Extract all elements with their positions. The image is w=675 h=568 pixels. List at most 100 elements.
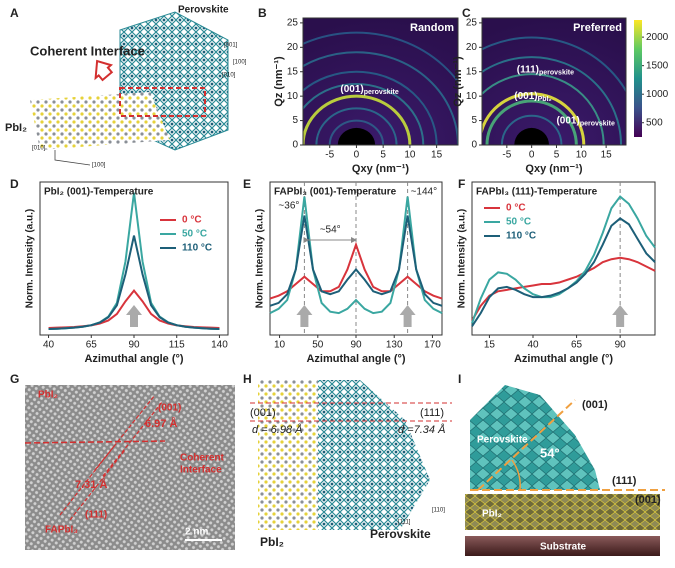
diffraction-ring xyxy=(303,31,458,84)
heatmap-label: Random xyxy=(410,22,454,34)
x-tick-label: 40 xyxy=(43,340,55,351)
x-tick-label: 90 xyxy=(128,340,140,351)
series-line xyxy=(48,235,220,331)
label: (001) xyxy=(158,403,181,414)
label: (111) xyxy=(612,475,637,487)
y-tick-label: 15 xyxy=(287,66,299,77)
pbi2-lattice xyxy=(258,380,320,530)
x-tick-label: 10 xyxy=(274,340,286,351)
colorbar-tick-label: 1500 xyxy=(646,60,669,71)
label: Coherent Interface xyxy=(30,43,145,58)
series-line xyxy=(269,241,443,300)
ring-label: (001)perovskite xyxy=(556,115,614,128)
x-tick-label: 15 xyxy=(601,150,613,161)
interface-box xyxy=(119,87,206,117)
x-tick-label: 15 xyxy=(431,150,443,161)
y-tick-label: 0 xyxy=(292,140,298,151)
panel-label: I xyxy=(458,372,461,386)
y-axis-label: Qz (nm⁻¹) xyxy=(452,56,464,107)
ring-label-sub: PbI₂ xyxy=(538,96,552,103)
x-tick-label: 5 xyxy=(380,150,386,161)
label: (111) xyxy=(420,407,444,419)
diffraction-ring xyxy=(482,36,626,93)
label: PbI₂ xyxy=(5,122,27,134)
annotation: ~36° xyxy=(278,201,299,212)
panel-label: E xyxy=(243,177,251,191)
colorbar-tick-label: 500 xyxy=(646,117,663,128)
label: FAPbI₃ xyxy=(45,525,78,536)
label: d =7.34 Å xyxy=(398,423,445,436)
x-tick-label: 40 xyxy=(527,340,539,351)
diffraction-ring xyxy=(482,56,623,145)
x-tick-label: 0 xyxy=(529,150,535,161)
frame xyxy=(471,181,656,336)
indicator-arrow xyxy=(612,305,629,327)
x-tick-label: 10 xyxy=(576,150,588,161)
colorbar-tick-label: 2000 xyxy=(646,32,669,43)
angle-arc xyxy=(511,459,521,491)
legend-label: 0 °C xyxy=(506,203,526,214)
x-tick-label: 50 xyxy=(312,340,324,351)
x-tick-label: 130 xyxy=(386,340,403,351)
label: (001) xyxy=(635,494,661,506)
legend-label: 0 °C xyxy=(182,215,202,226)
x-axis-label: Azimuthal angle (°) xyxy=(514,353,613,365)
x-axis-label: Azimuthal angle (°) xyxy=(306,353,405,365)
diffraction-ring xyxy=(303,82,425,145)
ring-label-sub: perovskite xyxy=(539,70,574,77)
x-axis-label: Qxy (nm⁻¹) xyxy=(352,163,409,175)
ring-label-main: (001) xyxy=(556,115,579,126)
x-tick-label: 15 xyxy=(484,340,496,351)
chart-title: FAPbI₃ (111)-Temperature xyxy=(476,187,598,198)
colorbar-tick-label: 1000 xyxy=(646,89,669,100)
chart-title: PbI₂ (001)-Temperature xyxy=(44,187,154,198)
x-tick-label: 0 xyxy=(354,150,360,161)
annotation: ~144° xyxy=(411,187,438,198)
colorbar xyxy=(634,20,642,137)
axis-label: [110] xyxy=(432,508,445,514)
x-tick-label: -5 xyxy=(325,150,334,161)
label: Coherent xyxy=(180,453,225,464)
axis-label: [010] xyxy=(32,146,46,152)
legend-label: 50 °C xyxy=(182,229,207,240)
label: 6.97 Å xyxy=(145,417,177,430)
frame xyxy=(481,17,627,146)
chart-title: FAPbI₃ (001)-Temperature xyxy=(274,187,397,198)
x-tick-label: 115 xyxy=(169,340,185,351)
ring-label: (001)perovskite xyxy=(340,83,398,96)
x-tick-label: 65 xyxy=(571,340,583,351)
axis-label: [100] xyxy=(233,60,247,66)
panel-label: H xyxy=(243,372,252,386)
label: (001) xyxy=(582,399,608,411)
axis-label: [010] xyxy=(222,73,236,79)
label: Interface xyxy=(180,465,222,476)
indicator-arrow xyxy=(296,305,313,327)
diffraction-ring xyxy=(315,107,398,145)
diffraction-ring xyxy=(482,73,605,145)
panel-a: A Perovskite Coherent Interface PbI₂ [00… xyxy=(5,5,247,169)
y-axis-label: Norm. Intensity (a.u.) xyxy=(25,209,36,308)
ring-label-main: (001) xyxy=(514,91,537,102)
label: 7.31 Å xyxy=(75,478,107,491)
legend-label: 50 °C xyxy=(506,217,531,228)
y-axis-label: Norm. Intensity (a.u.) xyxy=(457,209,468,308)
y-tick-label: 10 xyxy=(466,91,478,102)
plane-line xyxy=(477,399,576,491)
y-tick-label: 5 xyxy=(292,115,298,126)
label: PbI₂ xyxy=(38,390,58,401)
panel-label: A xyxy=(10,6,19,20)
x-tick-label: 5 xyxy=(554,150,560,161)
indicator-arrow xyxy=(126,305,142,327)
panel-label: D xyxy=(10,177,19,191)
y-tick-label: 25 xyxy=(466,18,478,29)
panel-h: H (001) (111) d = 6.98 Å d =7.34 Å PbI₂ … xyxy=(243,372,452,549)
diffraction-ring xyxy=(303,51,458,145)
label: (111) xyxy=(85,510,107,521)
x-tick-label: 140 xyxy=(211,340,228,351)
panel-label: B xyxy=(258,6,267,20)
pbi2-layer xyxy=(465,494,660,530)
y-tick-label: 15 xyxy=(466,66,478,77)
diffraction-ring xyxy=(303,70,438,145)
diffraction-ring xyxy=(485,99,578,145)
